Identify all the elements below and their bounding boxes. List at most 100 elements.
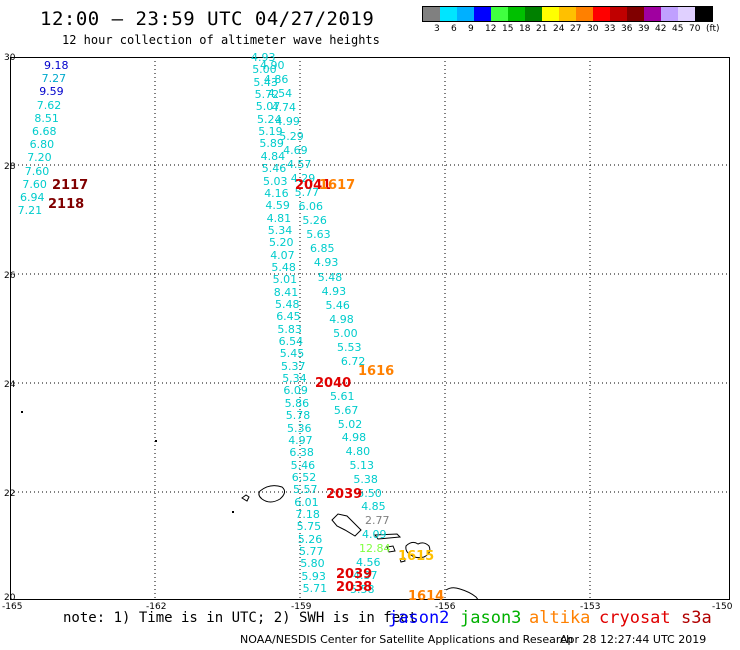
swh-value: 4.90 [260,59,285,72]
swh-value: 6.09 [283,384,308,398]
swh-value: 2.77 [365,514,390,528]
swh-value: 4.98 [329,312,354,326]
swh-value: 7.60 [22,177,47,191]
pass-time-label: 2039 [336,567,373,582]
legend-label: 21 [536,24,548,34]
legend-swatch [457,7,474,21]
legend-swatch [610,7,627,21]
swh-value: 7.27 [41,72,67,86]
swh-value: 6.80 [29,138,55,152]
legend-swatch [559,7,576,21]
swh-value: 4.57 [286,157,312,171]
legend-label: 36 [621,24,633,34]
swh-value: 4.81 [266,211,292,225]
x-tick-159: -159 [291,602,312,612]
x-tick-156: -156 [435,602,456,612]
swh-value: 5.01 [272,273,298,287]
island-molokai [374,533,402,540]
legend-swatch [644,7,661,21]
footnote: note: 1) Time is in UTC; 2) SWH is in fe… [63,610,418,626]
island-lanai [386,545,396,553]
swh-value: 5.07 [255,100,281,114]
legend-swatch [695,7,712,21]
legend-swatch [525,7,542,21]
pass-time-label: 1615 [398,549,435,564]
swh-value: 4.93 [251,51,276,64]
swh-value: 5.63 [306,228,331,242]
legend-swatch [678,7,695,21]
map-area [10,57,730,600]
legend-swatch [491,7,508,21]
swh-value: 7.18 [295,507,320,521]
island-maui [405,541,431,559]
swh-value: 5.34 [282,372,307,386]
swh-value: 5.80 [300,557,325,571]
swh-value: 5.46 [325,298,350,312]
legend-label: (ft) [706,24,720,34]
credit-line: NOAA/NESDIS Center for Satellite Applica… [240,633,574,646]
swh-value: 6.72 [340,355,366,369]
swh-value: 6.85 [310,242,335,256]
swh-value: 8.41 [273,285,299,299]
pass-time-label: 2040 [315,376,352,391]
swh-value: 6.54 [278,335,304,349]
swh-value: 5.89 [259,137,284,151]
swh-value: 5.58 [350,583,375,597]
legend-label: 15 [502,24,514,34]
swh-value: 5.78 [285,409,311,423]
pass-time-label: 1616 [358,364,395,379]
map-subtitle: 12 hour collection of altimeter wave hei… [62,33,380,47]
swh-value: 6.94 [20,191,45,204]
legend-swatch [508,7,525,21]
island-niihau [241,494,250,502]
swh-value: 9.18 [44,59,69,72]
swh-value: 5.00 [252,63,277,77]
swh-value: 5.46 [261,162,287,176]
coastlines [241,485,479,600]
legend-label: 6 [451,24,457,34]
swh-value: 4.99 [275,115,300,129]
swh-value: 6.52 [291,470,317,484]
swh-value: 4.86 [263,73,289,87]
swh-value: 4.84 [260,149,286,163]
swh-value: 5.71 [302,582,328,596]
swh-value: 4.59 [265,199,290,213]
graticule [10,57,730,600]
swh-value: 6.01 [294,495,319,509]
legend-swatch [440,7,457,21]
swh-value: 5.50 [357,486,382,500]
legend-label: 18 [519,24,531,34]
legend-label: 9 [468,24,474,34]
legend-label: 27 [570,24,582,34]
swh-value: 5.53 [337,341,362,354]
swh-value: 5.13 [349,459,375,472]
y-tick-20: 20 [4,593,16,603]
map-frame [10,57,730,600]
generated-timestamp: Apr 28 12:27:44 UTC 2019 [560,633,707,646]
swh-value: 9.59 [39,85,64,99]
swh-value: 5.26 [297,532,323,546]
legend-swatch [423,7,440,21]
pass-time-label: 1614 [408,589,445,604]
swh-value: 5.20 [269,236,294,250]
island-oahu [331,513,362,537]
swh-value: 5.77 [299,545,324,558]
x-tick-165: -165 [2,602,23,612]
swh-value: 5.43 [253,75,278,89]
island-kahoolawe [399,557,406,563]
legend-swatch [474,7,491,21]
swh-value: 4.80 [345,445,371,459]
sat-label-jason2: jason2 [388,608,450,628]
swh-value: 8.51 [34,111,59,125]
legend-label: 24 [553,24,565,34]
swh-value: 5.00 [333,326,358,340]
swh-value: 5.03 [263,174,288,188]
pass-time-label: 2041 [295,178,332,193]
swh-value: 4.69 [283,143,308,157]
swh-value: 5.46 [290,458,316,472]
swh-value: 5.48 [317,270,343,284]
pass-time-label: 2118 [48,197,85,212]
swh-value: 6.45 [276,310,301,324]
legend-swatches [422,6,713,22]
swh-value: 5.24 [257,112,282,126]
